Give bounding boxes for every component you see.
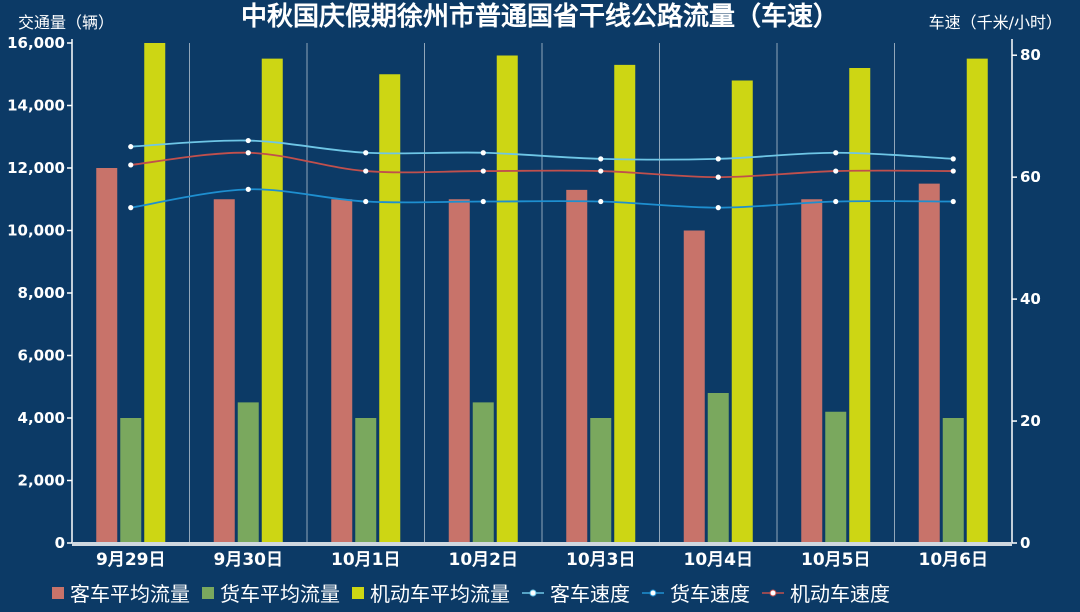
x-category-label: 10月3日 (566, 550, 636, 570)
legend-swatch-机动车平均流量 (352, 587, 364, 599)
bar-客车平均流量 (683, 230, 705, 543)
legend-swatch-客车平均流量 (52, 587, 64, 599)
x-category-label: 9月30日 (214, 550, 284, 570)
bar-客车平均流量 (918, 183, 940, 543)
y-right-axis-title: 车速（千米/小时） (929, 13, 1062, 32)
y-left-tick-label: 14,000 (7, 97, 65, 115)
point-客车速度 (245, 137, 251, 144)
line-货车速度 (130, 188, 954, 209)
point-客车速度 (128, 144, 134, 150)
point-机动车速度 (715, 174, 721, 180)
line-客车速度 (130, 139, 954, 161)
bar-机动车平均流量 (614, 64, 636, 543)
bar-机动车平均流量 (496, 55, 518, 543)
bar-货车平均流量 (590, 418, 612, 543)
y-right-tick-label: 40 (1020, 290, 1041, 308)
legend-label-货车平均流量: 货车平均流量 (220, 582, 340, 606)
bar-货车平均流量 (825, 411, 847, 543)
y-left-tick-label: 6,000 (18, 347, 65, 365)
bar-客车平均流量 (566, 189, 588, 543)
y-left-axis-title: 交通量（辆） (18, 13, 114, 32)
bar-客车平均流量 (331, 199, 353, 543)
chart-title: 中秋国庆假期徐州市普通国省干线公路流量（车速） (241, 1, 839, 32)
y-right-tick-label: 0 (1020, 534, 1030, 552)
y-right-tick-label: 80 (1020, 46, 1041, 64)
point-货车速度 (363, 198, 369, 205)
point-机动车速度 (245, 150, 251, 156)
y-left-tick-label: 12,000 (7, 159, 65, 177)
point-机动车速度 (128, 162, 134, 168)
bar-机动车平均流量 (731, 80, 753, 543)
y-left-tick-label: 16,000 (7, 34, 65, 52)
legend-label-机动车平均流量: 机动车平均流量 (370, 582, 510, 606)
bar-货车平均流量 (355, 418, 377, 543)
legend-label-货车速度: 货车速度 (670, 582, 750, 606)
bar-货车平均流量 (942, 418, 964, 543)
bar-机动车平均流量 (144, 43, 166, 543)
point-货车速度 (598, 198, 604, 205)
x-category-label: 10月1日 (331, 550, 401, 570)
bar-客车平均流量 (801, 199, 823, 543)
x-category-label: 10月5日 (801, 550, 871, 570)
point-客车速度 (480, 150, 486, 156)
legend-label-客车速度: 客车速度 (550, 582, 630, 606)
point-客车速度 (363, 150, 369, 156)
bar-机动车平均流量 (379, 74, 401, 543)
y-left-tick-label: 0 (55, 534, 65, 552)
point-货车速度 (950, 198, 956, 205)
point-客车速度 (833, 150, 839, 156)
x-category-label: 10月2日 (449, 550, 519, 570)
bar-客车平均流量 (213, 199, 235, 543)
legend-marker-货车速度 (649, 589, 657, 597)
bar-客车平均流量 (96, 168, 118, 543)
legend-label-客车平均流量: 客车平均流量 (70, 582, 190, 606)
point-机动车速度 (480, 168, 486, 174)
legend-marker-客车速度 (529, 589, 537, 597)
x-category-label: 10月4日 (684, 550, 754, 570)
point-机动车速度 (598, 168, 604, 174)
y-left-tick-label: 4,000 (18, 409, 65, 427)
y-left-tick-label: 8,000 (18, 284, 65, 302)
point-货车速度 (715, 205, 721, 211)
bar-货车平均流量 (707, 393, 729, 543)
legend-swatch-货车平均流量 (202, 587, 214, 599)
legend-marker-机动车速度 (769, 589, 777, 597)
bar-客车平均流量 (448, 199, 470, 543)
y-left-tick-label: 2,000 (18, 472, 65, 490)
bar-机动车平均流量 (261, 58, 283, 543)
lines-group (128, 137, 956, 211)
point-机动车速度 (363, 168, 369, 174)
bar-货车平均流量 (237, 402, 259, 543)
point-货车速度 (480, 198, 486, 205)
point-货车速度 (245, 186, 251, 192)
bar-货车平均流量 (120, 418, 142, 543)
bar-货车平均流量 (472, 402, 494, 543)
point-货车速度 (128, 205, 134, 211)
grid-lines (189, 43, 895, 543)
point-客车速度 (598, 156, 604, 162)
x-category-label: 10月6日 (919, 550, 989, 570)
point-机动车速度 (833, 168, 839, 174)
bars-group (96, 43, 988, 543)
point-客车速度 (950, 156, 956, 162)
bar-机动车平均流量 (849, 68, 871, 543)
point-机动车速度 (950, 168, 956, 174)
bar-机动车平均流量 (966, 58, 988, 543)
line-机动车速度 (130, 151, 954, 179)
legend: 客车平均流量 货车平均流量 机动车平均流量 客车速度 货车速度 机动车速度 (52, 582, 890, 606)
axes-group: 0 2,000 4,000 6,000 8,000 10,000 12,000 14,000 1… (7, 34, 1041, 570)
point-货车速度 (833, 198, 839, 205)
y-right-tick-label: 60 (1020, 168, 1041, 186)
x-category-label: 9月29日 (96, 550, 166, 570)
point-客车速度 (715, 156, 721, 162)
legend-label-机动车速度: 机动车速度 (790, 582, 890, 606)
y-left-tick-label: 10,000 (7, 222, 65, 240)
y-right-tick-label: 20 (1020, 412, 1041, 430)
